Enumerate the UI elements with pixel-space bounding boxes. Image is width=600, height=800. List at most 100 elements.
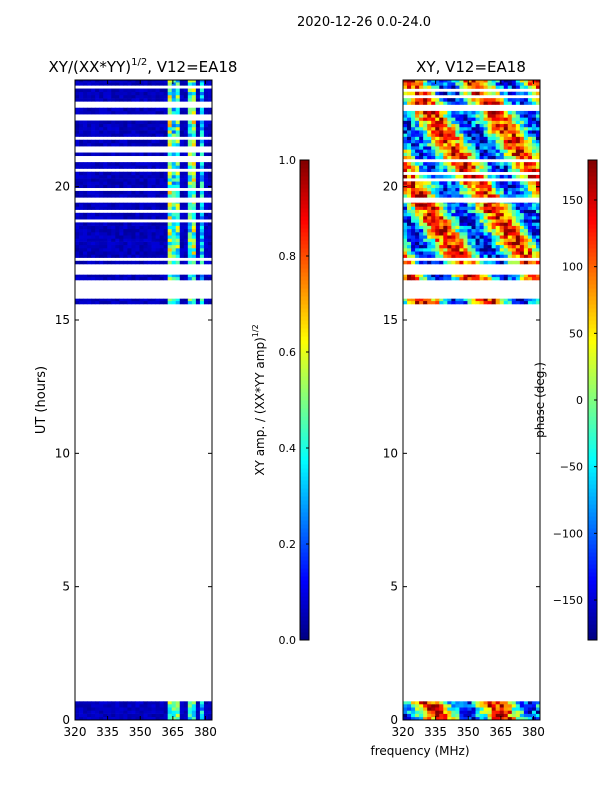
heatmap-cell	[75, 203, 80, 207]
heatmap-cell	[195, 222, 201, 226]
heatmap-cell	[443, 276, 448, 281]
heatmap-cell	[435, 152, 440, 157]
heatmap-cell	[491, 155, 497, 160]
heatmap-cell	[535, 260, 541, 265]
heatmap-cell	[491, 298, 497, 302]
y-tick-label: 15	[383, 313, 398, 327]
heatmap-cell	[179, 206, 185, 210]
heatmap-cell	[183, 260, 189, 265]
heatmap-cell	[495, 206, 501, 210]
heatmap-cell	[91, 194, 96, 198]
heatmap-cell	[107, 232, 112, 236]
heatmap-cell	[463, 212, 468, 217]
heatmap-cell	[499, 209, 505, 214]
heatmap-cell	[99, 91, 104, 96]
heatmap-cell	[431, 168, 436, 173]
heatmap-cell	[479, 174, 484, 179]
heatmap-cell	[451, 155, 456, 160]
heatmap-cell	[195, 716, 201, 721]
heatmap-cell	[447, 184, 452, 189]
heatmap-cell	[83, 98, 88, 102]
heatmap-cell	[483, 244, 489, 249]
heatmap-cell	[191, 241, 197, 246]
heatmap-cell	[83, 130, 88, 134]
heatmap-cell	[511, 114, 517, 118]
heatmap-cell	[103, 190, 108, 195]
heatmap-cell	[475, 241, 480, 246]
heatmap-cell	[403, 187, 408, 192]
heatmap-cell	[527, 142, 533, 147]
heatmap-cell	[535, 209, 541, 214]
heatmap-cell	[107, 212, 112, 217]
colorbar-segment	[588, 344, 597, 349]
heatmap-cell	[83, 88, 88, 93]
heatmap-cell	[423, 248, 428, 252]
heatmap-cell	[467, 133, 472, 137]
heatmap-cell	[507, 713, 513, 718]
heatmap-cell	[531, 80, 537, 83]
heatmap-cell	[407, 209, 412, 214]
heatmap-cell	[139, 171, 144, 176]
heatmap-cell	[151, 206, 156, 210]
heatmap-cell	[447, 710, 452, 714]
heatmap-cell	[471, 91, 476, 96]
heatmap-cell	[487, 80, 493, 83]
heatmap-cell	[119, 235, 124, 239]
heatmap-cell	[199, 203, 205, 207]
amplitude-colorbar-label: XY amp. / (XX*YY amp)1/2	[251, 324, 267, 475]
heatmap-cell	[487, 251, 493, 255]
heatmap-cell	[191, 248, 197, 252]
heatmap-cell	[183, 94, 189, 99]
heatmap-cell	[79, 244, 84, 249]
heatmap-cell	[179, 704, 185, 708]
heatmap-cell	[107, 713, 112, 718]
heatmap-cell	[179, 228, 185, 233]
heatmap-cell	[447, 168, 452, 173]
heatmap-cell	[419, 85, 424, 89]
heatmap-cell	[119, 91, 124, 96]
heatmap-cell	[95, 123, 100, 128]
heatmap-cell	[199, 238, 205, 242]
heatmap-cell	[491, 194, 497, 198]
colorbar-segment	[300, 168, 309, 173]
colorbar-segment	[300, 508, 309, 513]
heatmap-cell	[459, 155, 464, 160]
heatmap-cell	[403, 80, 408, 83]
heatmap-cell	[455, 162, 460, 166]
heatmap-cell	[483, 710, 489, 714]
heatmap-cell	[519, 80, 525, 83]
heatmap-cell	[127, 194, 132, 198]
heatmap-cell	[515, 241, 521, 246]
heatmap-cell	[115, 110, 120, 115]
heatmap-cell	[439, 704, 444, 708]
heatmap-cell	[487, 98, 493, 102]
heatmap-cell	[495, 168, 501, 173]
heatmap-cell	[423, 216, 428, 220]
heatmap-cell	[483, 80, 489, 83]
heatmap-cell	[443, 139, 448, 144]
heatmap-cell	[79, 260, 84, 265]
heatmap-cell	[179, 716, 185, 721]
heatmap-cell	[191, 704, 197, 708]
heatmap-cell	[191, 238, 197, 242]
heatmap-cell	[83, 274, 88, 278]
heatmap-cell	[143, 174, 148, 179]
heatmap-cell	[163, 254, 169, 258]
heatmap-cell	[499, 298, 505, 302]
heatmap-cell	[423, 710, 428, 714]
heatmap-cell	[159, 707, 165, 711]
heatmap-cell	[455, 187, 460, 192]
heatmap-cell	[439, 123, 444, 128]
heatmap-cell	[123, 190, 128, 195]
heatmap-cell	[79, 190, 84, 195]
heatmap-cell	[175, 190, 181, 195]
heatmap-cell	[123, 133, 128, 137]
heatmap-cell	[415, 710, 420, 714]
heatmap-cell	[503, 235, 509, 239]
heatmap-cell	[203, 222, 209, 226]
heatmap-cell	[443, 251, 448, 255]
colorbar-segment	[588, 472, 597, 477]
heatmap-cell	[423, 110, 428, 115]
heatmap-cell	[495, 114, 501, 118]
heatmap-cell	[111, 107, 116, 112]
